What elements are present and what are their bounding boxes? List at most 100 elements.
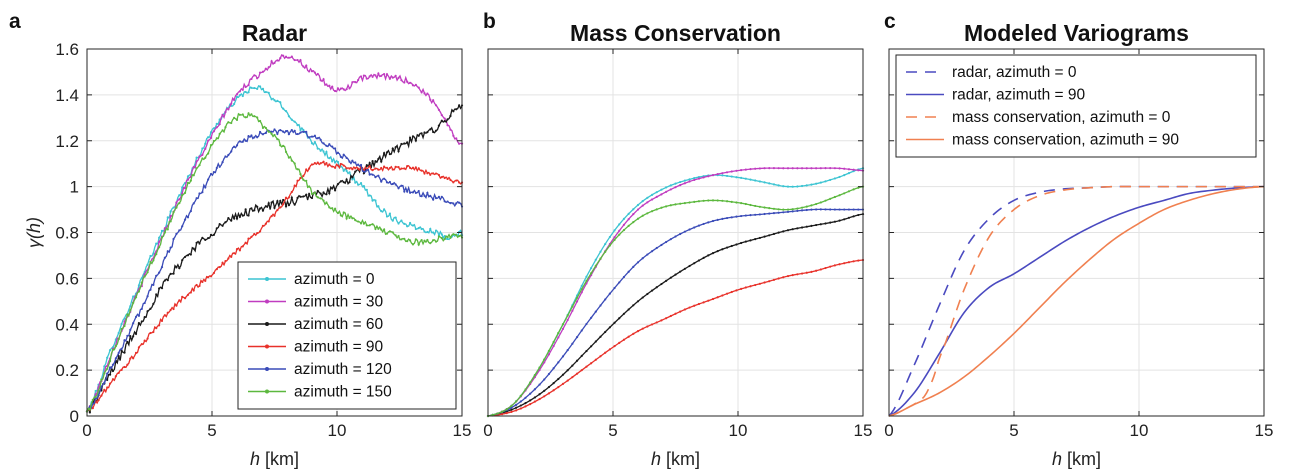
series-marker xyxy=(111,378,115,381)
series-marker xyxy=(446,177,449,181)
series-marker xyxy=(417,134,420,137)
series-marker xyxy=(230,255,233,258)
series-marker xyxy=(215,166,218,170)
series-marker xyxy=(674,203,677,206)
series-marker xyxy=(730,200,733,203)
series-marker xyxy=(599,355,602,358)
series-marker xyxy=(613,286,616,290)
series-marker xyxy=(388,166,391,170)
legend-label: radar, azimuth = 90 xyxy=(952,87,1085,104)
series-marker xyxy=(342,211,345,214)
series-marker xyxy=(111,348,115,351)
legend-marker xyxy=(265,299,269,304)
series-marker xyxy=(655,246,658,250)
series-marker xyxy=(134,351,138,354)
series-marker xyxy=(443,119,446,123)
series-marker xyxy=(290,55,293,58)
series-marker xyxy=(140,307,143,310)
series-marker xyxy=(505,408,508,411)
series-marker xyxy=(322,142,325,145)
series-marker xyxy=(192,289,195,292)
series-marker xyxy=(829,221,832,224)
series-marker xyxy=(772,167,776,170)
series-marker xyxy=(305,179,308,182)
series-marker xyxy=(313,71,316,74)
series-marker xyxy=(183,218,187,221)
series-marker xyxy=(100,378,103,381)
series-marker xyxy=(212,171,216,174)
series-marker xyxy=(852,188,855,191)
series-marker xyxy=(585,349,588,353)
series-marker xyxy=(258,71,262,74)
series-marker xyxy=(359,222,363,225)
series-marker xyxy=(319,149,322,152)
series-marker xyxy=(749,168,752,171)
series-marker xyxy=(824,208,827,211)
series-marker xyxy=(815,208,818,211)
series-marker xyxy=(166,279,169,282)
series-marker xyxy=(547,349,551,352)
series-marker xyxy=(279,199,282,203)
series-marker xyxy=(669,188,672,191)
series-marker xyxy=(273,214,276,217)
series-marker xyxy=(768,182,771,185)
series-marker xyxy=(679,232,682,236)
series-marker xyxy=(299,131,302,134)
series-marker xyxy=(328,143,331,146)
series-marker xyxy=(683,182,686,185)
series-marker xyxy=(244,241,247,244)
series-marker xyxy=(305,168,308,171)
series-marker xyxy=(566,314,569,317)
series-marker xyxy=(604,330,607,334)
series-marker xyxy=(735,176,738,179)
series-marker xyxy=(420,239,423,242)
series-marker xyxy=(215,126,218,129)
series-marker xyxy=(181,295,184,298)
series-marker xyxy=(348,87,351,90)
series-marker xyxy=(158,240,161,244)
x-tick-label: 15 xyxy=(854,421,873,440)
series-marker xyxy=(106,356,109,359)
series-marker xyxy=(391,231,394,234)
series-marker xyxy=(117,351,120,354)
series-marker xyxy=(749,239,752,242)
y-tick-label: 0 xyxy=(70,407,79,426)
series-marker xyxy=(768,212,771,215)
series-marker xyxy=(221,129,224,132)
series-marker xyxy=(437,235,441,238)
series-marker xyxy=(408,221,412,225)
series-marker xyxy=(189,179,192,182)
series-marker xyxy=(276,99,279,102)
series-marker xyxy=(282,144,285,147)
series-marker xyxy=(100,394,103,397)
series-marker xyxy=(744,214,747,217)
series-marker xyxy=(800,226,804,229)
series-marker xyxy=(805,271,808,274)
series-marker xyxy=(328,206,331,209)
series-marker xyxy=(362,222,366,225)
series-marker xyxy=(241,140,244,143)
series-marker xyxy=(432,172,435,175)
series-marker xyxy=(207,152,210,155)
series-marker xyxy=(160,229,164,232)
series-marker xyxy=(359,75,363,78)
series-marker xyxy=(711,199,715,202)
series-marker xyxy=(325,83,328,86)
series-marker xyxy=(810,183,813,186)
series-marker xyxy=(325,144,328,147)
series-marker xyxy=(305,64,308,67)
series-marker xyxy=(357,167,360,170)
series-marker xyxy=(411,243,415,246)
series-marker xyxy=(618,223,621,226)
series-marker xyxy=(273,128,276,131)
series-marker xyxy=(397,222,400,225)
series-marker xyxy=(279,144,282,147)
series-marker xyxy=(195,241,198,244)
series-marker xyxy=(391,147,394,150)
series-marker xyxy=(655,208,658,211)
series-marker xyxy=(201,157,204,160)
series-marker xyxy=(452,202,455,205)
series-marker xyxy=(824,180,827,183)
series-marker xyxy=(134,332,138,335)
series-marker xyxy=(247,214,250,217)
